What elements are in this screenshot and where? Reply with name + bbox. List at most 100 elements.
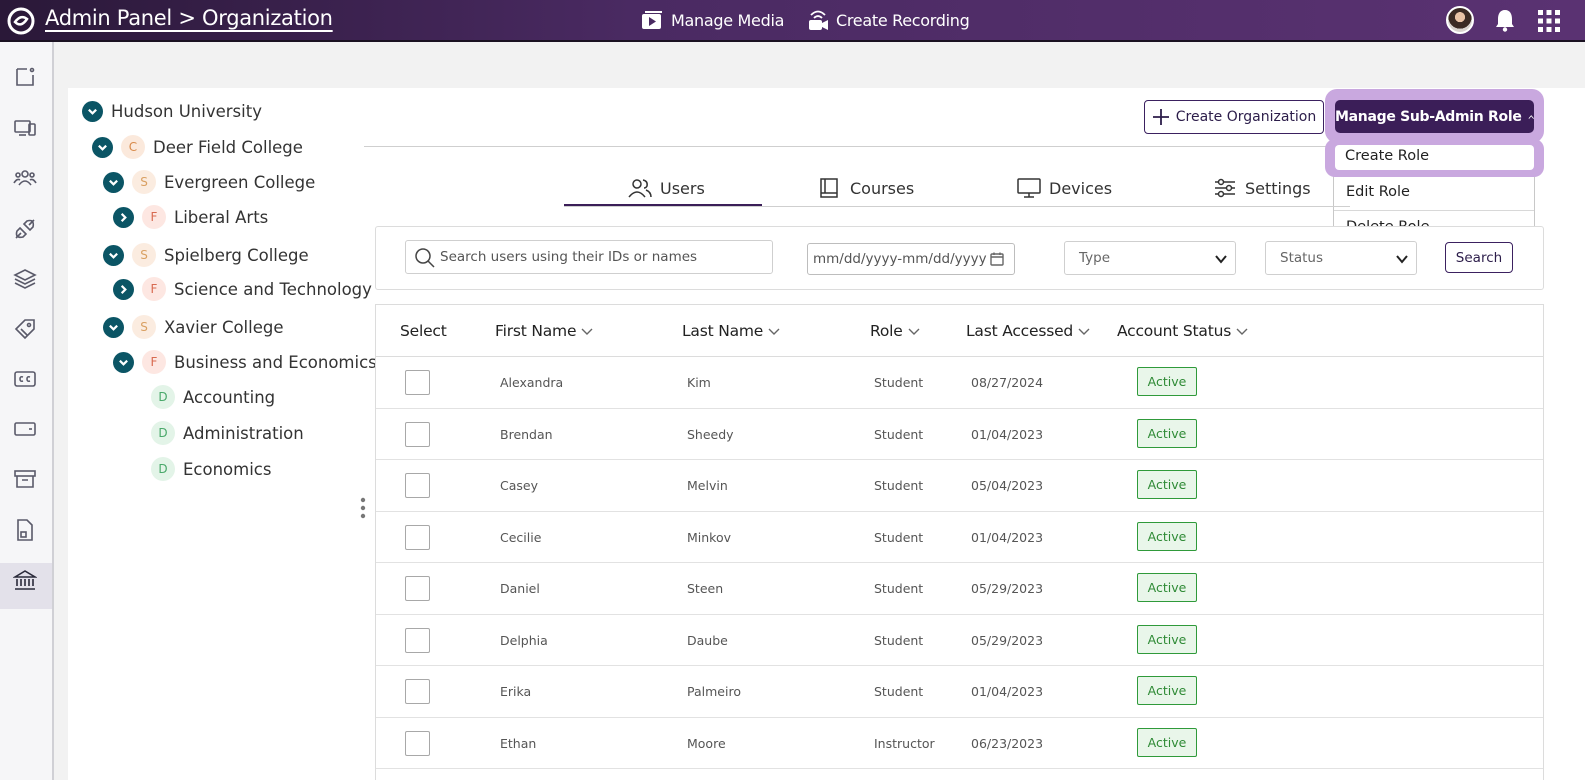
media-library-icon xyxy=(642,11,662,29)
row-select-checkbox[interactable] xyxy=(405,421,430,447)
collapse-toggle-icon[interactable] xyxy=(92,136,113,158)
expand-toggle-icon[interactable] xyxy=(113,278,134,300)
collapse-toggle-icon[interactable] xyxy=(103,244,124,266)
create-recording-link[interactable]: Create Recording xyxy=(806,9,970,31)
manage-media-link[interactable]: Manage Media xyxy=(641,9,784,31)
search-placeholder: Search users using their IDs or names xyxy=(440,249,698,265)
calendar-icon[interactable] xyxy=(990,252,1004,266)
apps-grid-icon[interactable] xyxy=(1537,9,1561,33)
row-select-checkbox[interactable] xyxy=(405,524,430,550)
row-select-checkbox[interactable] xyxy=(405,627,430,653)
users-icon[interactable] xyxy=(12,165,38,191)
tree-node-deer-field[interactable]: C Deer Field College xyxy=(92,135,303,159)
column-header-role[interactable]: Role xyxy=(870,322,920,340)
tree-node-label: Business and Economics xyxy=(174,352,377,372)
collapse-toggle-icon[interactable] xyxy=(82,101,103,122)
column-header-first-name[interactable]: First Name xyxy=(495,322,593,340)
resize-handle-icon[interactable] xyxy=(360,497,366,519)
role-cell: Student xyxy=(874,375,924,390)
tree-node-xavier[interactable]: S Xavier College xyxy=(103,315,284,339)
closed-captions-icon[interactable] xyxy=(12,366,38,392)
create-organization-button[interactable]: Create Organization xyxy=(1144,100,1324,134)
last-accessed-cell: 01/04/2023 xyxy=(971,426,1044,442)
table-row[interactable]: Casey Melvin Student 05/04/2023 Active xyxy=(376,460,1543,512)
tree-node-label: Spielberg College xyxy=(164,245,309,265)
row-select-checkbox[interactable] xyxy=(405,730,430,756)
devices-icon[interactable] xyxy=(12,115,38,141)
document-icon[interactable] xyxy=(12,517,38,543)
tab-settings[interactable]: Settings xyxy=(1213,170,1311,206)
first-name-cell: Delphia xyxy=(500,632,548,648)
manage-subadmin-role-button[interactable]: Manage Sub-Admin Role xyxy=(1335,100,1534,133)
role-cell: Student xyxy=(874,529,924,545)
date-range-input[interactable]: mm/dd/yyyy-mm/dd/yyyy xyxy=(807,243,1015,275)
status-select[interactable]: Status xyxy=(1265,241,1417,275)
last-name-cell: Sheedy xyxy=(687,426,734,442)
row-select-checkbox[interactable] xyxy=(405,473,430,498)
menu-item-create-role[interactable]: Create Role xyxy=(1335,145,1534,170)
role-cell: Student xyxy=(874,426,924,442)
search-button[interactable]: Search xyxy=(1445,242,1513,273)
tree-node-economics[interactable]: D Economics xyxy=(151,457,271,481)
table-row[interactable]: Daniel Steen Student 05/29/2023 Active xyxy=(376,563,1543,615)
tab-devices[interactable]: Devices xyxy=(1017,170,1112,206)
active-tab-indicator xyxy=(564,204,762,206)
breadcrumb[interactable]: Admin Panel > Organization xyxy=(45,6,333,30)
faculty-badge: F xyxy=(142,205,166,229)
sort-chevron-icon xyxy=(581,328,593,335)
table-row[interactable]: Ethan Moore Instructor 06/23/2023 Active xyxy=(376,718,1543,769)
users-table: Select First Name Last Name Role Last Ac… xyxy=(375,304,1544,780)
create-organization-label: Create Organization xyxy=(1175,109,1317,125)
tab-courses[interactable]: Courses xyxy=(818,170,914,206)
tree-node-evergreen[interactable]: S Evergreen College xyxy=(103,170,315,194)
collapse-toggle-icon[interactable] xyxy=(103,171,124,193)
tree-node-liberal-arts[interactable]: F Liberal Arts xyxy=(113,205,268,229)
table-header-divider xyxy=(376,356,1543,357)
menu-separator xyxy=(1334,210,1534,211)
page-icon[interactable] xyxy=(12,64,38,90)
table-row[interactable]: Alexandra Kim Student 08/27/2024 Active xyxy=(376,357,1543,409)
plug-icon[interactable] xyxy=(12,216,38,242)
tree-node-business[interactable]: F Business and Economics xyxy=(113,350,377,374)
tree-node-science-tech[interactable]: F Science and Technology xyxy=(113,277,372,301)
school-badge: S xyxy=(132,243,156,267)
menu-item-edit-role[interactable]: Edit Role xyxy=(1346,184,1410,200)
bell-icon[interactable] xyxy=(1494,8,1516,32)
column-label: First Name xyxy=(495,322,577,340)
tree-node-administration[interactable]: D Administration xyxy=(151,421,304,445)
table-row[interactable]: Brendan Sheedy Student 01/04/2023 Active xyxy=(376,409,1543,460)
status-badge: Active xyxy=(1137,367,1197,396)
expand-toggle-icon[interactable] xyxy=(113,206,134,228)
manage-subadmin-label: Manage Sub-Admin Role xyxy=(1335,108,1522,125)
layers-icon[interactable] xyxy=(12,266,38,292)
row-select-checkbox[interactable] xyxy=(405,679,430,704)
card-icon[interactable] xyxy=(12,416,38,442)
tab-users[interactable]: Users xyxy=(628,170,705,206)
collapse-toggle-icon[interactable] xyxy=(103,316,124,338)
tree-node-hudson[interactable]: Hudson University xyxy=(82,101,262,122)
tree-node-label: Economics xyxy=(183,459,272,479)
column-header-account-status[interactable]: Account Status xyxy=(1117,322,1248,340)
row-select-checkbox[interactable] xyxy=(405,370,430,395)
user-avatar[interactable] xyxy=(1446,6,1474,34)
column-header-last-accessed[interactable]: Last Accessed xyxy=(966,322,1090,340)
search-input[interactable]: Search users using their IDs or names xyxy=(405,240,773,274)
role-cell: Student xyxy=(874,684,924,699)
collapse-toggle-icon[interactable] xyxy=(113,351,134,373)
row-select-checkbox[interactable] xyxy=(405,576,430,601)
school-badge: S xyxy=(132,170,156,194)
tab-label: Users xyxy=(660,178,705,198)
institution-icon[interactable] xyxy=(12,567,38,593)
tag-icon[interactable] xyxy=(12,316,38,342)
first-name-cell: Cecilie xyxy=(500,529,542,545)
table-row[interactable]: Cecilie Minkov Student 01/04/2023 Active xyxy=(376,512,1543,563)
column-header-last-name[interactable]: Last Name xyxy=(682,322,780,340)
table-row[interactable]: Erika Palmeiro Student 01/04/2023 Active xyxy=(376,666,1543,718)
archive-icon[interactable] xyxy=(12,466,38,492)
type-select[interactable]: Type xyxy=(1064,241,1236,275)
tab-label: Devices xyxy=(1049,178,1113,198)
app-logo-icon[interactable] xyxy=(6,6,36,36)
tree-node-spielberg[interactable]: S Spielberg College xyxy=(103,243,309,267)
table-row[interactable]: Delphia Daube Student 05/29/2023 Active xyxy=(376,615,1543,666)
tree-node-accounting[interactable]: D Accounting xyxy=(151,385,275,409)
